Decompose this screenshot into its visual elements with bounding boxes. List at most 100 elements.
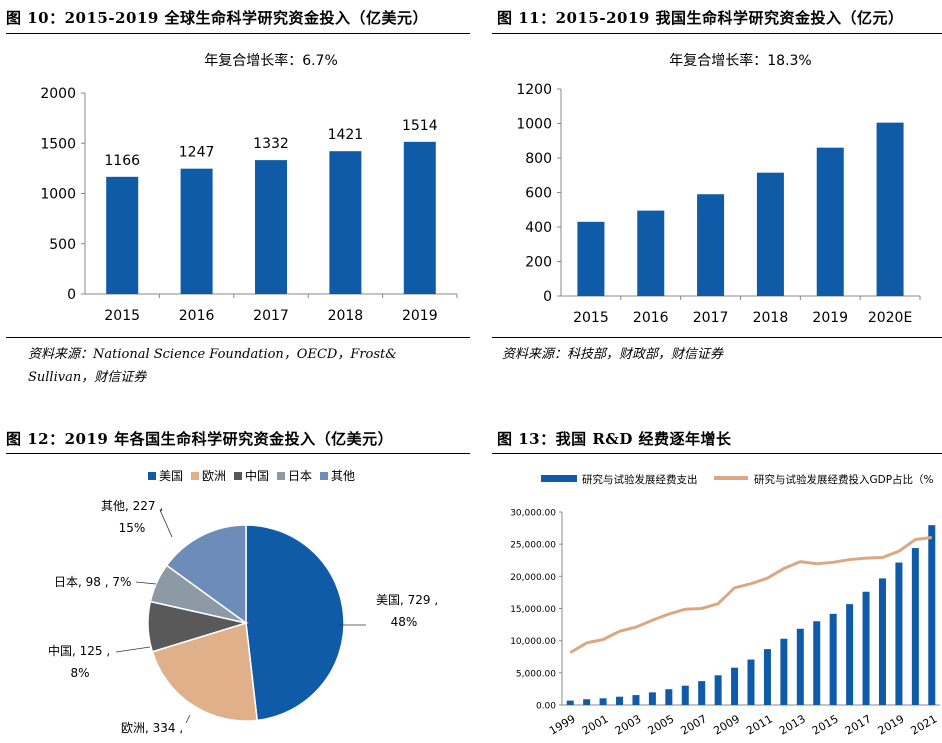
legend-label: 研究与试验发展经费支出	[582, 473, 698, 486]
bar	[599, 698, 607, 705]
fig13-title-rule	[492, 453, 942, 454]
x-tick-label: 2015	[104, 308, 140, 324]
fig10-bottom-rule	[6, 337, 470, 338]
fig10-source-line2: Sullivan，财信证券	[28, 370, 147, 385]
fig11-source: 资料来源：科技部，财政部，财信证券	[502, 347, 724, 362]
x-tick-label: 2003	[613, 712, 644, 737]
bar	[928, 525, 936, 705]
y-tick-label: 25,000.00	[510, 541, 556, 551]
x-tick-label: 2001	[580, 712, 611, 737]
x-tick-label: 2020E	[868, 310, 912, 326]
bar	[180, 168, 213, 294]
x-tick-label: 1999	[547, 712, 578, 737]
x-tick-label: 2015	[810, 712, 841, 737]
chart-subtitle: 年复合增长率：18.3%	[669, 52, 811, 69]
x-tick-label: 2017	[843, 712, 874, 737]
leader-line	[159, 509, 173, 538]
fig10-source-line1: 资料来源：National Science Foundation，OECD，Fr…	[28, 347, 397, 362]
chart-rd-expenditure: 研究与试验发展经费支出 研究与试验发展经费投入GDP占比（% 0.00 5,000.0…	[510, 473, 940, 738]
bar	[763, 649, 771, 705]
slice-label: 日本, 98 , 7%	[54, 575, 131, 589]
fig13-title: 图 13：我国 R&D 经费逐年增长	[497, 430, 732, 448]
x-tick-label: 2016	[179, 308, 215, 324]
x-tick-label: 2009	[711, 712, 742, 737]
x-tick-label: 2005	[646, 712, 677, 737]
slice-label: 中国, 125 ,	[48, 643, 110, 658]
y-tick-label: 10,000.00	[510, 637, 556, 647]
bar	[583, 699, 591, 705]
legend-label: 欧洲	[202, 469, 226, 483]
x-tick-label: 2016	[633, 310, 669, 326]
x-tick-label: 2019	[812, 310, 848, 326]
y-tick-label: 0	[67, 287, 76, 303]
bar	[566, 700, 574, 705]
data-label: 1166	[104, 153, 140, 169]
bar	[816, 147, 844, 296]
y-tick-label: 5,000.00	[516, 669, 556, 679]
bar	[697, 194, 725, 296]
x-tick-label: 2021	[909, 712, 940, 737]
bar	[616, 696, 624, 705]
data-label: 1514	[402, 118, 438, 134]
fig12-title: 图 12：2019 年各国生命科学研究资金投入（亿美元）	[6, 430, 394, 448]
x-tick-label: 2019	[876, 712, 907, 737]
bar	[829, 613, 837, 705]
fig11-title-rule	[492, 33, 942, 34]
fig10-title: 图 10：2015-2019 全球生命科学研究资金投入（亿美元）	[6, 9, 429, 27]
slice-label: 美国, 729 ,	[376, 593, 438, 607]
x-tick-label: 2007	[678, 712, 709, 737]
y-tick-label: 0	[543, 289, 552, 305]
pie-slice	[245, 524, 345, 722]
legend-swatch	[234, 472, 242, 480]
x-tick-label: 2015	[573, 310, 609, 326]
slice-label: 欧洲, 334 ,	[121, 721, 183, 735]
y-tick-label: 500	[49, 237, 76, 253]
bar	[846, 604, 854, 705]
bar	[577, 221, 605, 296]
y-tick-label: 200	[525, 255, 552, 271]
bar	[106, 176, 139, 294]
bar	[403, 141, 436, 294]
legend-swatch	[277, 472, 285, 480]
slice-label: 其他, 227 ,	[101, 499, 163, 513]
y-tick-label: 20,000.00	[510, 573, 556, 583]
chart-china-funding: 年复合增长率：18.3% 0 200 400 600 800 1000 1200 2015 201…	[516, 52, 921, 326]
x-tick-label: 2019	[402, 308, 438, 324]
bar	[747, 659, 755, 705]
y-tick-label: 1000	[40, 187, 76, 203]
bar	[911, 548, 919, 705]
pie-slice	[151, 622, 258, 722]
legend-label: 其他	[331, 469, 355, 483]
bar	[813, 621, 821, 705]
bar	[876, 122, 904, 296]
bar	[681, 685, 689, 705]
bar	[796, 628, 804, 705]
legend-label: 美国	[159, 469, 183, 483]
bar	[878, 578, 886, 705]
x-tick-label: 2017	[693, 310, 729, 326]
fig10-source: 资料来源：National Science Foundation，OECD，Fr…	[28, 343, 468, 389]
legend-swatch	[191, 472, 199, 480]
bar	[632, 695, 640, 705]
slice-pct: 15%	[119, 521, 146, 535]
fig10-title-rule	[6, 33, 470, 34]
legend-label: 日本	[288, 469, 312, 483]
bar	[648, 692, 656, 705]
x-tick-label: 2018	[753, 310, 789, 326]
chart-global-funding: 年复合增长率：6.7% 0 500 1000 1500 2000 2015 1166 2016 1…	[40, 52, 458, 324]
bar	[698, 681, 706, 705]
bar	[862, 591, 870, 705]
fig12-title-rule	[6, 453, 470, 454]
fig11-title: 图 11：2015-2019 我国生命科学研究资金投入（亿元）	[497, 9, 904, 27]
y-tick-label: 1500	[40, 136, 76, 152]
bar	[255, 160, 287, 294]
y-tick-label: 2000	[40, 86, 76, 102]
bar	[329, 151, 362, 294]
y-tick-label: 1000	[516, 117, 552, 133]
bar	[731, 667, 739, 705]
y-tick-label: 0.00	[536, 702, 556, 712]
legend-label: 研究与试验发展经费投入GDP占比（%	[754, 473, 934, 486]
leader-line	[135, 581, 157, 585]
x-tick-label: 2011	[744, 712, 775, 737]
bar	[895, 562, 903, 705]
